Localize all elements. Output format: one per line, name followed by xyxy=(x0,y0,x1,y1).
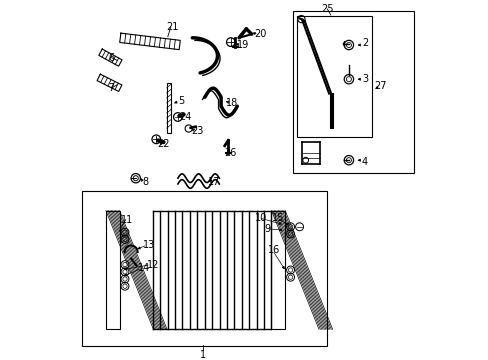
Text: 21: 21 xyxy=(166,22,178,32)
Text: 10: 10 xyxy=(254,213,266,223)
Text: 8: 8 xyxy=(142,177,148,187)
Text: 13: 13 xyxy=(142,240,155,250)
Bar xyxy=(296,16,371,137)
Text: 1: 1 xyxy=(200,350,206,360)
Text: 15: 15 xyxy=(271,213,284,223)
Text: 7: 7 xyxy=(108,83,114,93)
Text: 22: 22 xyxy=(157,139,169,149)
Text: 9: 9 xyxy=(264,224,270,234)
Text: 18: 18 xyxy=(225,98,238,108)
Text: 14: 14 xyxy=(137,263,149,273)
Bar xyxy=(292,11,413,173)
Text: 12: 12 xyxy=(146,260,159,270)
Text: 23: 23 xyxy=(190,126,203,136)
Bar xyxy=(82,191,326,346)
Text: 24: 24 xyxy=(179,112,192,122)
Text: 27: 27 xyxy=(373,81,386,91)
Text: 11: 11 xyxy=(121,215,133,225)
Text: 26: 26 xyxy=(224,148,236,158)
Text: 19: 19 xyxy=(236,40,248,50)
Text: 16: 16 xyxy=(268,245,280,255)
Bar xyxy=(166,83,171,133)
Text: 17: 17 xyxy=(207,177,220,187)
Text: 25: 25 xyxy=(321,4,333,14)
Text: 6: 6 xyxy=(108,53,114,63)
Text: 4: 4 xyxy=(361,157,367,167)
Text: 5: 5 xyxy=(178,96,184,106)
Text: 20: 20 xyxy=(254,29,266,39)
Bar xyxy=(106,211,120,329)
Text: 2: 2 xyxy=(361,38,367,48)
Text: 3: 3 xyxy=(361,74,367,84)
Bar xyxy=(271,211,285,329)
